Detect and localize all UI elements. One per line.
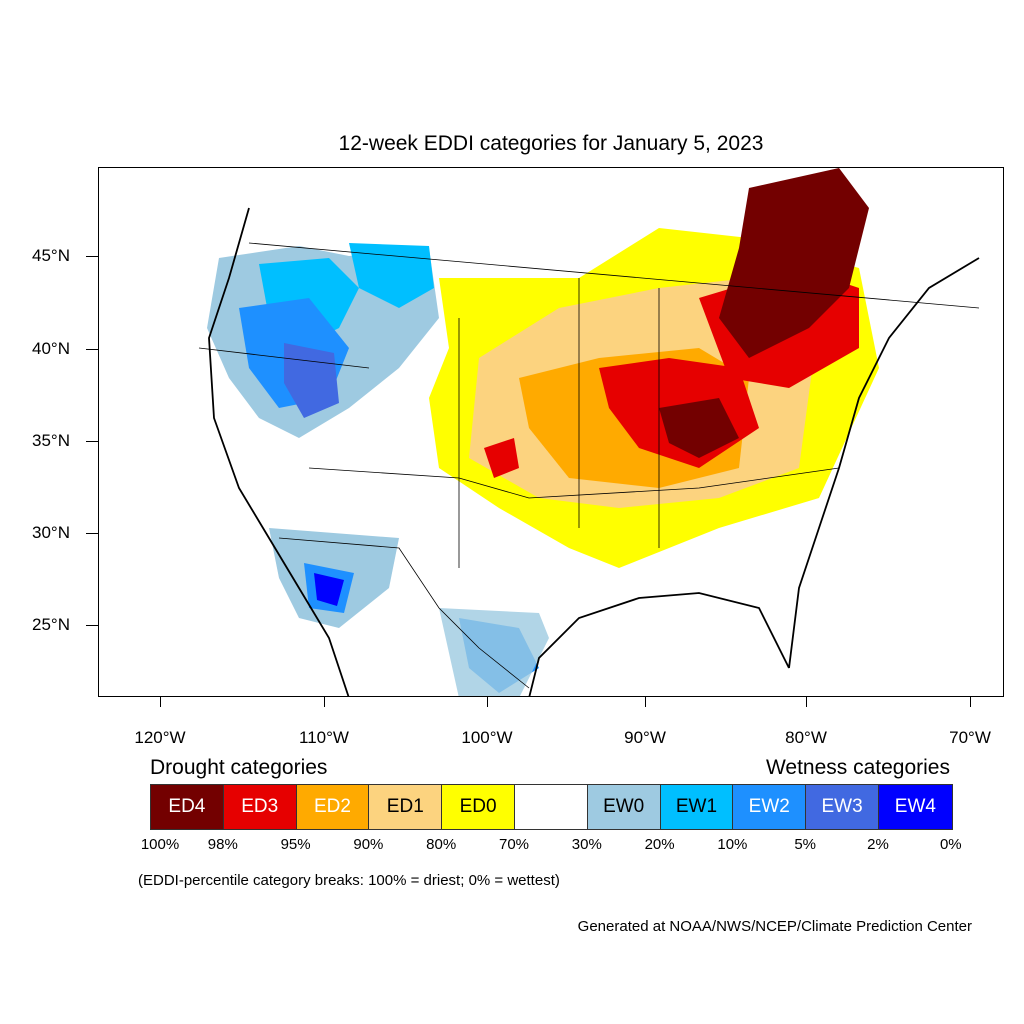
- map-title: 12-week EDDI categories for January 5, 2…: [338, 132, 764, 155]
- lat-tick: [86, 256, 98, 257]
- category-note: (EDDI-percentile category breaks: 100% =…: [138, 872, 560, 889]
- coastline: [208, 207, 980, 696]
- wet-region-ew4-mexico: [314, 573, 344, 606]
- legend-break-label: 95%: [280, 836, 311, 853]
- map-canvas: [198, 168, 980, 696]
- lon-tick: [160, 697, 161, 707]
- drought-region-ed4-ohio-valley: [659, 398, 739, 458]
- legend-swatch-ed4: ED4: [151, 785, 224, 829]
- legend-break-label: 80%: [426, 836, 457, 853]
- wet-region-ew3-utah: [284, 343, 339, 418]
- lon-tick: [970, 697, 971, 707]
- legend-break-label: 98%: [207, 836, 238, 853]
- legend-break-label: 10%: [717, 836, 748, 853]
- legend-swatch-normal: [514, 785, 588, 829]
- legend-break-label: 100%: [140, 836, 180, 853]
- drought-region-ed3-kansas: [484, 438, 519, 478]
- lon-tick: [806, 697, 807, 707]
- wetness-heading: Wetness categories: [765, 756, 950, 779]
- lat-tick: [86, 533, 98, 534]
- legend-break-label: 70%: [498, 836, 530, 853]
- map-panel: [98, 167, 1004, 697]
- legend-break-label: 90%: [353, 836, 384, 853]
- lon-tick: [645, 697, 646, 707]
- lat-label: 40°N: [32, 339, 70, 358]
- lon-label: 90°W: [624, 728, 666, 747]
- legend-break-label: 0%: [939, 836, 962, 853]
- lat-label: 45°N: [32, 246, 70, 265]
- boundary-lines: [198, 242, 980, 689]
- lat-tick: [86, 349, 98, 350]
- legend-swatch-ew1: EW1: [660, 785, 734, 829]
- lon-tick: [324, 697, 325, 707]
- legend-swatch-ew2: EW2: [733, 785, 807, 829]
- lon-label: 110°W: [299, 728, 349, 747]
- lat-tick: [86, 625, 98, 626]
- lon-label: 80°W: [785, 728, 827, 747]
- legend-swatch-ed2: ED2: [296, 785, 370, 829]
- lat-label: 25°N: [32, 615, 70, 634]
- legend-swatch-ew0: EW0: [587, 785, 661, 829]
- lat-label: 35°N: [32, 431, 70, 450]
- legend-swatch-ed3: ED3: [223, 785, 297, 829]
- legend-swatch-ew4: EW4: [878, 785, 952, 829]
- legend-swatch-ed1: ED1: [369, 785, 443, 829]
- lon-tick: [487, 697, 488, 707]
- drought-heading: Drought categories: [150, 756, 328, 779]
- lat-label: 30°N: [32, 523, 70, 542]
- wet-region-ew1-idaho: [349, 243, 434, 308]
- legend-swatch-ew3: EW3: [806, 785, 879, 829]
- legend-break-label: 30%: [571, 836, 602, 853]
- legend-bar: ED4 ED3 ED2 ED1 ED0 EW0 EW1 EW2 EW3 EW4: [150, 784, 953, 830]
- lon-label: 70°W: [949, 728, 991, 747]
- credit-text: Generated at NOAA/NWS/NCEP/Climate Predi…: [577, 918, 972, 935]
- legend-break-label: 20%: [644, 836, 675, 853]
- wet-region-ew0-texas: [439, 608, 549, 696]
- lon-label: 100°W: [461, 728, 513, 747]
- lon-label: 120°W: [134, 728, 186, 747]
- legend-break-label: 5%: [794, 836, 817, 853]
- lat-tick: [86, 441, 98, 442]
- legend-break-label: 2%: [867, 836, 889, 853]
- drought-region-ed4-ontario: [719, 168, 869, 358]
- legend-swatch-ed0: ED0: [442, 785, 515, 829]
